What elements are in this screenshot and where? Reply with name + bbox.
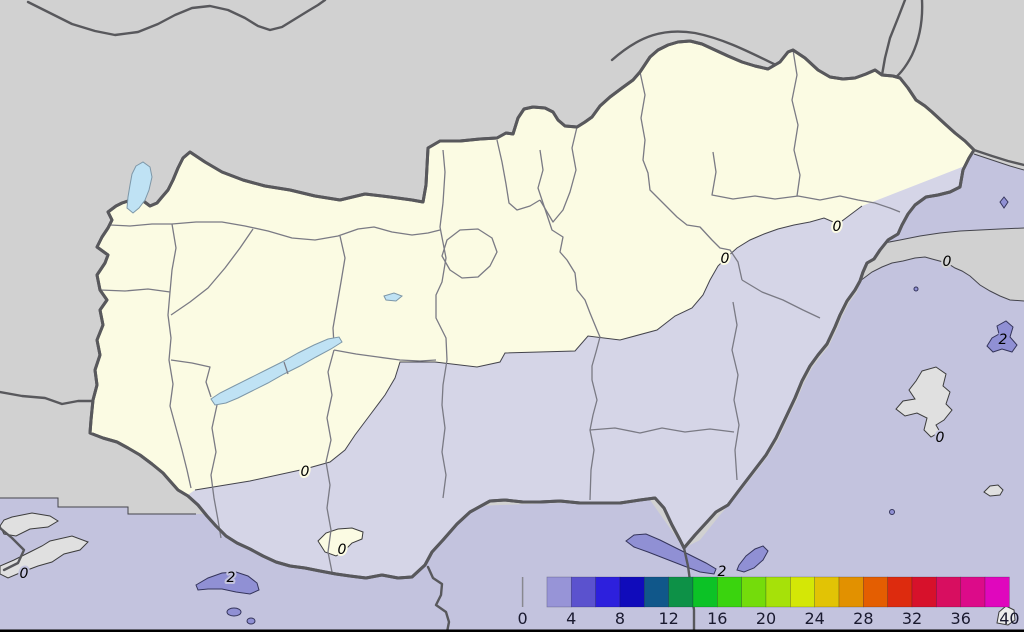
legend-tick-label: 36	[951, 609, 971, 628]
legend-color-segment	[814, 576, 840, 608]
lake-balaton-county-line	[283, 361, 289, 375]
legend-color-segment	[984, 576, 1010, 608]
zone-hole-inside	[317, 527, 364, 557]
legend-color-segment	[619, 576, 645, 608]
contour-value-label: 0	[833, 219, 842, 235]
contour-value-label: 0	[20, 566, 29, 582]
county-borders	[99, 49, 901, 573]
legend-color-segment	[838, 576, 864, 608]
legend-color-segment	[790, 576, 815, 608]
legend-color-segment	[765, 576, 791, 608]
hungary-country-border	[88, 39, 976, 580]
legend-color-segment	[668, 576, 694, 608]
legend-tick-label: 4	[566, 609, 576, 628]
legend-tick-label: 40	[999, 609, 1019, 628]
legend-tick-label: 8	[615, 609, 625, 628]
legend-color-segment	[911, 576, 937, 608]
legend-color-segment	[546, 576, 572, 608]
lake-ferto	[126, 161, 153, 214]
contour-value-label: 0	[943, 254, 952, 270]
legend-color-segment	[643, 576, 669, 608]
contour-labels: 0 0 0 0 0 0 0 2 2 2	[18, 217, 1010, 588]
lakes	[126, 161, 403, 406]
contour-value-label: 0	[936, 430, 945, 446]
contour-value-label: 2	[999, 332, 1008, 348]
contour-value-label: 0	[301, 464, 310, 480]
legend-tick-label: 0	[518, 609, 528, 628]
lake-balaton	[210, 336, 343, 406]
legend-color-segment	[863, 576, 888, 608]
legend-color-segment	[570, 576, 596, 608]
contour-value-label: 0	[338, 542, 347, 558]
legend-color-segment	[887, 576, 913, 608]
legend-tick-label: 32	[902, 609, 922, 628]
legend-color-segment	[936, 576, 962, 608]
contour-value-label: 2	[718, 564, 727, 580]
contour-value-label: 2	[227, 570, 236, 586]
legend-colorbar: 0 4 8 12 16 20 24 28 32 36 40	[518, 576, 1020, 628]
legend-tick-label: 16	[707, 609, 727, 628]
legend-color-segment	[692, 576, 718, 608]
zone-blobs-2-4	[195, 196, 1018, 625]
legend-color-segment	[960, 576, 986, 608]
legend-color-segment	[741, 576, 767, 608]
legend-tick-label: 12	[658, 609, 678, 628]
legend-tick-label: 24	[805, 609, 825, 628]
lake-velence	[383, 292, 403, 302]
contour-value-label: 0	[721, 251, 730, 267]
legend-tick-label: 20	[756, 609, 776, 628]
legend-color-segment	[717, 576, 742, 608]
legend-color-segment	[595, 576, 621, 608]
zone-holes-below-0	[0, 366, 1016, 626]
legend-tick-label: 28	[853, 609, 873, 628]
frame-bottom-border	[0, 629, 1024, 632]
